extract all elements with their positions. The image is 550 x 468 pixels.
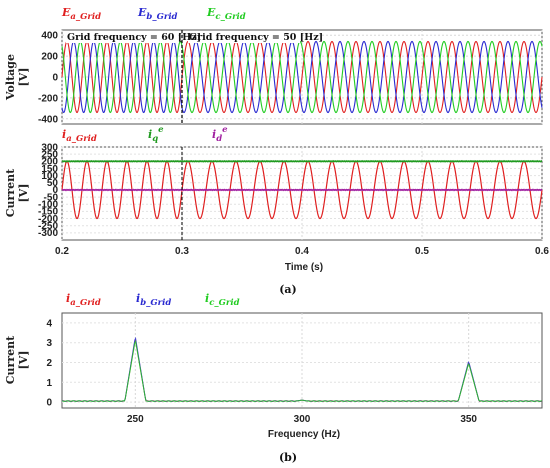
current-ytick-label: 200 (41, 157, 58, 168)
current-ytick-label: -300 (38, 228, 58, 239)
voltage-ytick-label: -400 (38, 114, 58, 125)
spectrum-ytick-label: 4 (46, 318, 52, 329)
voltage-ytick-label: -200 (38, 93, 58, 104)
legend-spec-ib: ib_Grid (136, 292, 171, 308)
legend-Ea: Ea_Grid (61, 6, 101, 22)
voltage-ylabel-unit: [V] (17, 68, 30, 87)
voltage-ytick-label: 400 (41, 31, 58, 42)
spectrum-ylabel-unit: [V] (17, 351, 30, 370)
current-ytick-label: 150 (41, 164, 58, 175)
spectrum-ytick-label: 2 (46, 358, 52, 369)
current-ytick-label: -150 (38, 207, 58, 218)
legend-spec-ic: ic_Grid (205, 292, 240, 308)
frequency-xlabel: Frequency (Hz) (268, 429, 340, 440)
caption-a: (a) (279, 283, 297, 296)
voltage-ylabel: Voltage (4, 54, 17, 101)
frequency-xtick-label: 350 (460, 414, 477, 425)
time-xtick-label: 0.6 (535, 246, 549, 257)
voltage-series-E_a_Grid (61, 40, 543, 114)
caption-b: (b) (279, 451, 297, 464)
current-ytick-label: 50 (47, 178, 59, 189)
current-ytick-label: -100 (38, 200, 58, 211)
annotation-bg (66, 31, 178, 43)
annotation-50hz: Grid frequency = 50 [Hz] (189, 32, 323, 43)
current-series-i_q^e (61, 159, 543, 163)
spectrum-ytick-label: 0 (46, 398, 52, 409)
current-ytick-label: 300 (41, 142, 58, 153)
spectrum-plot-area (61, 312, 543, 409)
current-ytick-label: -200 (38, 214, 58, 225)
current-ytick-label: 250 (41, 149, 58, 160)
legend-Eb: Eb_Grid (137, 6, 178, 22)
spectrum-series-i_c_Grid (61, 339, 543, 402)
frequency-xtick-label: 300 (294, 414, 311, 425)
legend-id: ide (212, 125, 228, 144)
annotation-60hz: Grid frequency = 60 [Hz] (67, 32, 201, 43)
frequency-xtick-label: 250 (127, 414, 144, 425)
time-xtick-label: 0.5 (415, 246, 429, 257)
legend-spec-ia: ia_Grid (66, 292, 101, 308)
current-ytick-label: 0 (52, 185, 58, 196)
current-series-i_d^e (61, 188, 543, 192)
voltage-series-E_c_Grid (61, 40, 543, 114)
current-ylabel: Current (4, 168, 17, 217)
spectrum-ytick-label: 3 (46, 338, 52, 349)
voltage-series-E_b_Grid (61, 40, 543, 114)
spectrum-ytick-label: 1 (46, 378, 52, 389)
spectrum-ylabel: Current (4, 335, 17, 384)
time-xtick-label: 0.3 (175, 246, 189, 257)
current-ytick-label: 100 (41, 171, 58, 182)
legend-ia: ia_Grid (62, 128, 97, 144)
current-ylabel-unit: [V] (17, 184, 30, 203)
annotation-bg (188, 31, 300, 43)
current-ytick-label: -50 (44, 192, 59, 203)
current-ytick-label: -250 (38, 221, 58, 232)
time-xlabel: Time (s) (285, 262, 323, 273)
legend-iq: iqe (148, 125, 164, 144)
voltage-ytick-label: 0 (52, 73, 58, 84)
legend-Ec: Ec_Grid (206, 6, 246, 22)
time-xtick-label: 0.4 (295, 246, 309, 257)
time-xtick-label: 0.2 (55, 246, 69, 257)
voltage-ytick-label: 200 (41, 52, 58, 63)
